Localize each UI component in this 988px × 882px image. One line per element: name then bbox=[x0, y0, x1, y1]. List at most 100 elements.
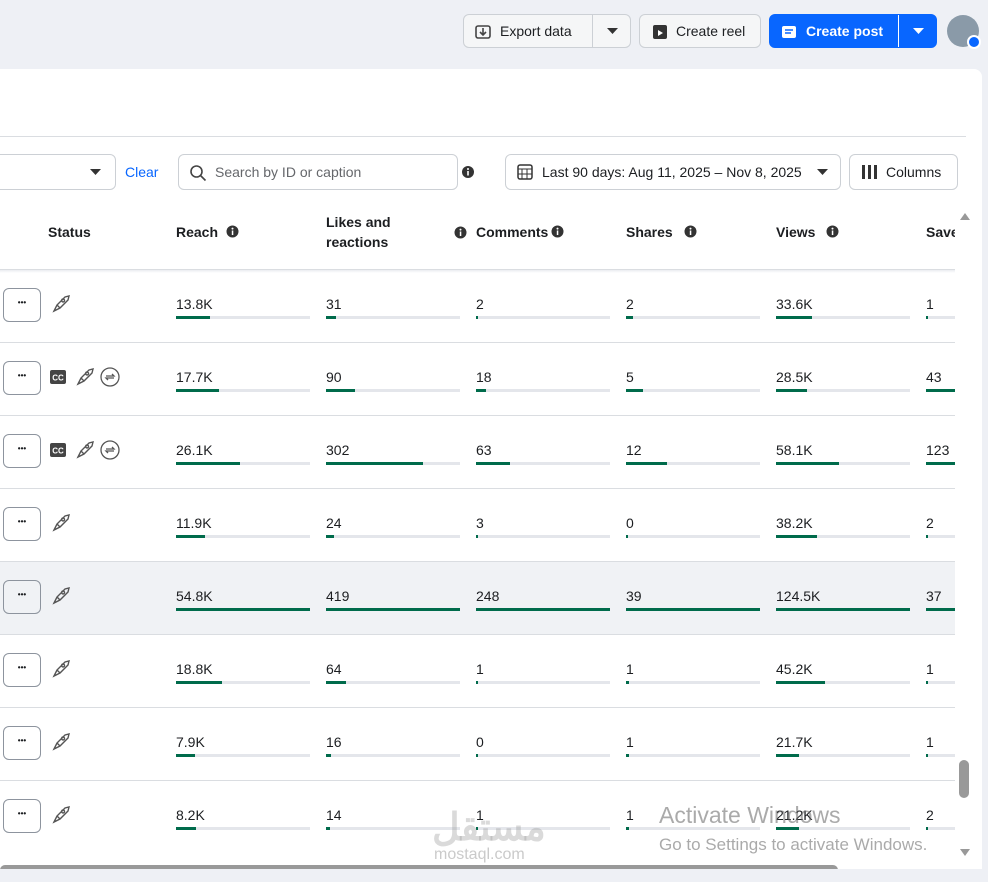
metric-value: 18.8K bbox=[176, 661, 213, 677]
metric-value: 124.5K bbox=[776, 588, 821, 604]
metric-bar bbox=[326, 389, 355, 392]
metric-bar bbox=[926, 462, 982, 465]
more-button[interactable]: ••• bbox=[3, 361, 41, 395]
metric-bar bbox=[476, 462, 511, 465]
metric-bar bbox=[776, 827, 799, 830]
post-button[interactable]: Create post bbox=[769, 14, 937, 48]
metric-value: 21.2K bbox=[776, 807, 813, 823]
metric-bar bbox=[626, 608, 760, 611]
bar-track bbox=[476, 681, 610, 684]
bar-track bbox=[926, 535, 982, 538]
metric-value: 1 bbox=[476, 807, 484, 823]
v-scrollbar[interactable] bbox=[955, 209, 982, 859]
label: Columns bbox=[886, 164, 942, 180]
label: Export data bbox=[500, 23, 572, 39]
table-row[interactable]: ••• 7.9K 16 0 1 21.7K 1 bbox=[0, 707, 982, 781]
reel-button[interactable]: Create reel bbox=[639, 14, 761, 48]
column-header: Comments bbox=[476, 224, 549, 240]
content-panel: Clear Search by ID or caption Last 90 da… bbox=[0, 69, 982, 869]
metric-value: 24 bbox=[326, 515, 342, 531]
dropdown[interactable] bbox=[592, 15, 632, 47]
metric-value: 26.1K bbox=[176, 442, 213, 458]
metric-bar bbox=[176, 827, 197, 830]
filter-select[interactable] bbox=[0, 154, 116, 190]
metric-bar bbox=[626, 754, 630, 757]
metric-bar bbox=[476, 316, 478, 319]
table-row[interactable]: ••• 18.8K 64 1 1 45.2K 1 bbox=[0, 634, 982, 708]
metric-bar bbox=[626, 535, 628, 538]
bar-track bbox=[626, 608, 760, 611]
metric-bar bbox=[476, 681, 478, 684]
metric-bar bbox=[326, 462, 423, 465]
bar-track bbox=[926, 827, 982, 830]
metric-bar bbox=[926, 681, 928, 684]
metric-value: 1 bbox=[926, 661, 934, 677]
search-box[interactable]: Search by ID or caption bbox=[178, 154, 458, 190]
metric-value: 37 bbox=[926, 588, 942, 604]
metric-bar bbox=[326, 754, 332, 757]
bar-track bbox=[626, 535, 760, 538]
metric-bar bbox=[176, 389, 220, 392]
bar-track bbox=[776, 754, 910, 757]
metric-bar bbox=[176, 608, 310, 611]
svg-text:CC: CC bbox=[52, 374, 64, 383]
bar-track bbox=[326, 462, 460, 465]
metric-bar bbox=[926, 754, 928, 757]
column-header: Views bbox=[776, 224, 816, 240]
dropdown[interactable] bbox=[898, 15, 938, 47]
export-button[interactable]: Export data bbox=[463, 14, 631, 48]
bar-track bbox=[176, 827, 310, 830]
metric-value: 248 bbox=[476, 588, 500, 604]
clear-link[interactable]: Clear bbox=[125, 164, 159, 180]
bar-track bbox=[476, 754, 610, 757]
metric-bar bbox=[626, 827, 630, 830]
more-button[interactable]: ••• bbox=[3, 580, 41, 614]
metric-bar bbox=[776, 681, 825, 684]
bar-track bbox=[176, 316, 310, 319]
more-button[interactable]: ••• bbox=[3, 288, 41, 322]
more-button[interactable]: ••• bbox=[3, 726, 41, 760]
date-picker[interactable]: Last 90 days: Aug 11, 2025 – Nov 8, 2025 bbox=[505, 154, 841, 190]
metric-value: 21.7K bbox=[776, 734, 813, 750]
metric-bar bbox=[326, 316, 336, 319]
metric-bar bbox=[626, 389, 644, 392]
metric-bar bbox=[176, 462, 240, 465]
table-row[interactable]: ••• CC 17.7K 90 18 5 28.5K 43 bbox=[0, 342, 982, 416]
metric-bar bbox=[326, 535, 334, 538]
date-range: Last 90 days: Aug 11, 2025 – Nov 8, 2025 bbox=[542, 164, 802, 180]
table-row[interactable]: ••• 13.8K 31 2 2 33.6K 1 bbox=[0, 269, 982, 343]
bar-track bbox=[926, 462, 982, 465]
table-row[interactable]: ••• 11.9K 24 3 0 38.2K 2 bbox=[0, 488, 982, 562]
bar-track bbox=[476, 316, 610, 319]
bar-track bbox=[176, 681, 310, 684]
metric-value: 0 bbox=[626, 515, 634, 531]
metric-bar bbox=[926, 535, 929, 538]
metric-value: 5 bbox=[626, 369, 634, 385]
more-button[interactable]: ••• bbox=[3, 799, 41, 833]
metric-value: 1 bbox=[626, 807, 634, 823]
metric-value: 38.2K bbox=[776, 515, 813, 531]
bar-track bbox=[326, 389, 460, 392]
more-button[interactable]: ••• bbox=[3, 507, 41, 541]
column-header: Likes and reactions bbox=[326, 214, 391, 250]
table-row[interactable]: ••• 8.2K 14 1 1 21.2K 2 bbox=[0, 780, 982, 854]
metric-bar bbox=[176, 535, 206, 538]
columns-button[interactable]: Columns bbox=[849, 154, 958, 190]
metric-value: 13.8K bbox=[176, 296, 213, 312]
h-scrollbar[interactable] bbox=[0, 865, 838, 869]
metric-value: 14 bbox=[326, 807, 342, 823]
more-button[interactable]: ••• bbox=[3, 434, 41, 468]
metric-value: 54.8K bbox=[176, 588, 213, 604]
metric-value: 2 bbox=[926, 807, 934, 823]
table-row[interactable]: ••• CC 26.1K 302 63 12 58.1K 123 bbox=[0, 415, 982, 489]
metric-value: 123 bbox=[926, 442, 950, 458]
metric-value: 3 bbox=[476, 515, 484, 531]
bar-track bbox=[476, 608, 610, 611]
avatar[interactable] bbox=[946, 14, 982, 50]
more-button[interactable]: ••• bbox=[3, 653, 41, 687]
metric-value: 2 bbox=[926, 515, 934, 531]
table-row[interactable]: ••• 54.8K 419 248 39 124.5K 37 bbox=[0, 561, 982, 635]
activation-text: Go to Settings to activate Windows. bbox=[659, 835, 928, 854]
metric-value: 302 bbox=[326, 442, 350, 458]
